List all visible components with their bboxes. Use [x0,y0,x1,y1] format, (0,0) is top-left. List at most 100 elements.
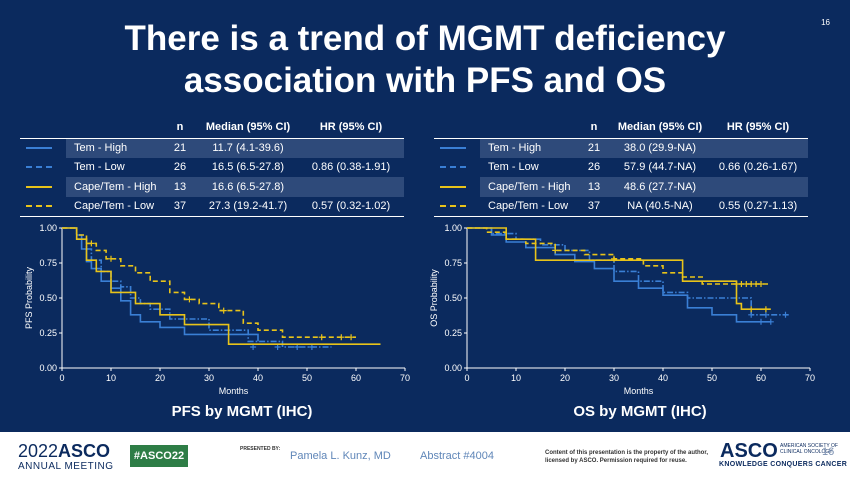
censor-mark [758,281,764,287]
km-curve-cape-tem-high [62,227,381,345]
median-cell: NA (40.5-NA) [612,196,708,217]
hr-cell [708,138,808,158]
x-tick-label: 50 [302,373,312,383]
pfs-km-chart: 0 10 20 30 40 50 60 70 0.00 0.25 0.50 0.75 1.00 Month… [24,223,410,396]
y-tick-label: 1.00 [39,223,57,233]
censor-mark [220,307,227,314]
censor-mark [762,311,769,318]
group-label: Cape/Tem - Low [480,196,576,217]
y-tick-label: 0.00 [39,363,57,373]
censor-mark [611,255,617,262]
censor-mark [748,306,755,313]
censor-mark [338,334,345,341]
presented-by-label: PRESENTED BY: [240,446,281,452]
hr-cell: 0.57 (0.32-1.02) [298,196,404,217]
table-row: Tem - High 21 11.7 (4.1-39.6) [20,138,404,158]
x-tick-label: 0 [464,373,469,383]
pfs-header-median: Median (95% CI) [198,116,298,139]
n-cell: 13 [576,177,612,197]
legend-line-cape-low [26,205,52,207]
meeting-org: ASCO [58,441,111,461]
meeting-label: ANNUAL MEETING [18,461,114,472]
group-label: Cape/Tem - Low [66,196,162,217]
legend-line-tem-high [440,147,466,149]
table-row: Tem - High 21 38.0 (29.9-NA) [434,138,808,158]
slide-title: There is a trend of MGMT deficiency asso… [124,19,726,100]
abstract-number: Abstract #4004 [420,450,494,462]
pfs-plot-caption: PFS by MGMT (IHC) [171,403,313,420]
km-curve-cape-tem-low [467,227,771,285]
asco-tagline: KNOWLEDGE CONQUERS CANCER [719,461,848,468]
slide: There is a trend of MGMT deficiency asso… [0,0,850,432]
n-cell: 26 [173,161,187,174]
x-tick-label: 10 [511,373,521,383]
legend-line-tem-low [440,166,466,169]
meeting-logo: 2022ASCO [18,441,110,462]
table-row: Cape/Tem - High 13 48.6 (27.7-NA) [434,177,808,197]
legend-line-tem-high [26,147,52,149]
km-curve-tem-high [467,227,771,323]
x-axis-label: Months [624,386,654,396]
censor-mark [108,255,114,262]
x-tick-label: 0 [59,373,64,383]
meeting-year: 2022 [18,441,59,461]
y-tick-label: 1.00 [444,223,462,233]
hr-cell: 0.66 (0.26-1.67) [718,161,798,174]
x-tick-label: 30 [204,373,214,383]
median-cell: 57.9 (44.7-NA) [623,161,697,174]
censor-mark [552,247,559,254]
n-cell: 37 [576,196,612,217]
group-label: Tem - Low [74,161,125,174]
hr-cell [298,138,404,158]
legend-line-cape-high [26,185,52,188]
km-curve-tem-low [467,227,791,316]
hr-cell [708,177,808,197]
y-tick-label: 0.75 [444,258,462,268]
censor-mark [88,240,95,247]
y-tick-label: 0.75 [39,258,57,268]
hr-cell: 0.55 (0.27-1.13) [708,196,808,217]
os-km-chart: 0 10 20 30 40 50 60 70 0.00 0.25 0.50 0.75 1.00 Month… [429,223,815,396]
n-cell: 21 [576,138,612,158]
x-tick-label: 10 [106,373,116,383]
table-row: Tem - Low 26 16.5 (6.5-27.8) 0.86 (0.38-… [20,158,404,178]
censor-mark [748,311,755,318]
hr-cell [298,177,404,197]
hashtag-badge: #ASCO22 [130,445,188,467]
table-row: Cape/Tem - Low 37 NA (40.5-NA) 0.55 (0.2… [434,196,808,217]
group-label: Tem - High [480,138,576,158]
legend-line-tem-low [26,166,52,169]
censor-mark [782,311,789,318]
pfs-table: n Median (95% CI) HR (95% CI) Tem - High… [20,116,404,217]
km-curve-tem-low [62,227,332,348]
table-row: Cape/Tem - High 13 16.6 (6.5-27.8) [20,177,404,197]
footer-page-number: 16 [822,446,835,458]
x-tick-label: 60 [756,373,766,383]
group-label: Tem - High [66,138,162,158]
median-cell: 11.7 (4.1-39.6) [198,138,298,158]
censor-mark [767,318,774,325]
censor-mark [758,318,764,325]
censor-mark [186,296,193,303]
y-tick-label: 0.50 [39,293,57,303]
km-curve-cape-tem-low [62,227,356,338]
pfs-header-n: n [162,116,198,139]
asco-logo: ASCO [720,440,778,462]
legend-line-cape-high [440,185,466,188]
n-cell: 26 [587,161,601,174]
x-tick-label: 20 [560,373,570,383]
x-tick-label: 70 [400,373,410,383]
x-tick-label: 70 [805,373,815,383]
y-tick-label: 0.25 [39,328,57,338]
median-cell: 38.0 (29.9-NA) [612,138,708,158]
n-cell: 37 [162,196,198,217]
os-table: n Median (95% CI) HR (95% CI) Tem - High… [434,116,808,217]
x-tick-label: 40 [658,373,668,383]
hr-cell: 0.86 (0.38-1.91) [311,161,391,174]
pfs-header-hr: HR (95% CI) [298,116,404,139]
y-axis-label: OS Probability [429,269,439,327]
table-row: Cape/Tem - Low 37 27.3 (19.2-41.7) 0.57 … [20,196,404,217]
km-curve-cape-tem-high [467,227,771,310]
censor-mark [762,306,769,313]
group-label: Cape/Tem - High [480,177,576,197]
